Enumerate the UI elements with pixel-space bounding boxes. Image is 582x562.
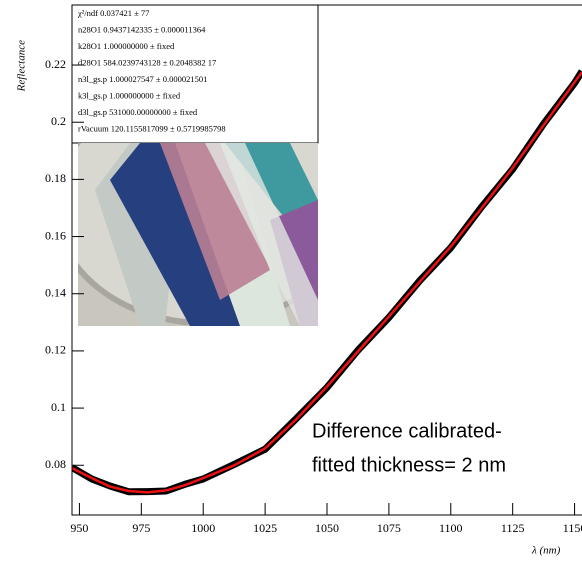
x-tick-label: 975	[132, 521, 150, 535]
fit-parameter: k3l_gs.p 1.000000000 ± fixed	[78, 90, 181, 100]
y-tick-label: 0.2	[51, 114, 66, 128]
annotation: Difference calibrated-	[312, 420, 502, 442]
fit-parameter: d3l_gs.p 531000.00000000 ± fixed	[78, 107, 198, 117]
y-tick-label: 0.18	[45, 171, 66, 185]
y-tick-label: 0.16	[45, 228, 66, 242]
fit-parameter: n28O1 0.9437142335 ± 0.000011364	[78, 24, 206, 34]
x-tick-label: 1000	[191, 521, 215, 535]
x-tick-label: 1100	[439, 521, 463, 535]
wafer-photo	[78, 143, 318, 326]
y-tick-label: 0.14	[45, 285, 66, 299]
x-tick-label: 1050	[315, 521, 339, 535]
y-tick-label: 0.1	[51, 400, 66, 414]
x-tick-label: 1150	[563, 521, 582, 535]
y-axis-title: Reflectance	[16, 40, 28, 92]
x-tick-label: 1025	[253, 521, 277, 535]
x-tick-label: 1125	[501, 521, 525, 535]
x-tick-label: 1075	[377, 521, 401, 535]
y-tick-label: 0.22	[45, 57, 66, 71]
plot-frame	[71, 4, 582, 516]
plot-area	[72, 69, 582, 496]
fit-box	[71, 4, 319, 144]
series-line	[72, 71, 582, 494]
fit-parameter: n3l_gs.p 1.000027547 ± 0.000021501	[78, 74, 207, 84]
fit-parameter: k28O1 1.000000000 ± fixed	[78, 41, 175, 51]
x-axis-title: λ (nm)	[531, 545, 561, 557]
fit-parameter: d28O1 584.0239743128 ± 0.2048382 17	[78, 57, 216, 67]
x-tick-label: 950	[70, 521, 88, 535]
y-tick-label: 0.08	[45, 457, 66, 471]
y-tick-label: 0.12	[45, 343, 66, 357]
fit-parameter: rVacuum 120.1155817099 ± 0.5719985798	[78, 123, 226, 133]
fit-parameter: χ²/ndf 0.037421 ± 77	[77, 8, 149, 18]
annotation: fitted thickness= 2 nm	[312, 454, 506, 476]
